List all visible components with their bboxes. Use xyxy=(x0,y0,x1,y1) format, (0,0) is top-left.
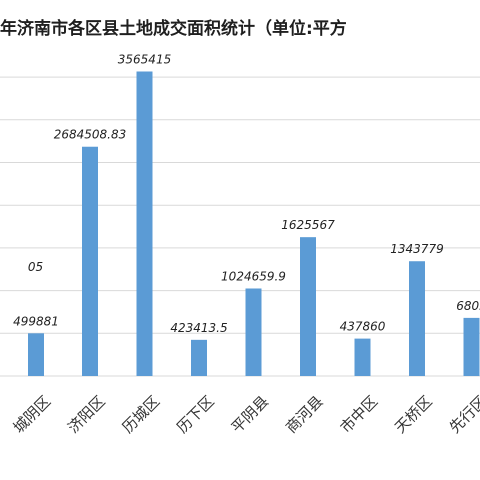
category-label: 历下区 xyxy=(173,392,218,437)
bar xyxy=(191,339,207,376)
category-label: 商河县 xyxy=(282,392,327,437)
category-label: 历城区 xyxy=(119,392,164,437)
bar xyxy=(300,237,316,376)
bar xyxy=(354,338,371,376)
category-label: 先行区 xyxy=(446,392,480,437)
data-label: 6805 xyxy=(456,299,480,313)
data-label: 499881 xyxy=(13,314,59,328)
category-label: 城阴区 xyxy=(10,392,55,437)
data-label: 437860 xyxy=(340,320,386,334)
data-label: 2684508.83 xyxy=(54,128,127,142)
chart-title: 年济南市各区县土地成交面积统计（单位:平方 xyxy=(0,18,347,39)
gridlines xyxy=(0,76,480,377)
bar xyxy=(136,71,153,376)
data-label: 05 xyxy=(28,260,43,274)
bar xyxy=(82,146,98,376)
data-label: 3565415 xyxy=(118,52,171,66)
category-label: 济阳区 xyxy=(64,392,109,437)
category-labels: 城阴区 济阳区 历城区 历下区 平阴县 商河县 市中区 天桥区 先行区 xyxy=(10,392,480,437)
data-label: 1625567 xyxy=(281,218,335,232)
category-label: 市中区 xyxy=(337,392,382,437)
bar xyxy=(409,261,425,376)
data-label: 1343779 xyxy=(390,242,443,256)
bars xyxy=(28,71,480,376)
category-label: 平阴县 xyxy=(228,392,273,437)
bar xyxy=(28,333,44,376)
category-label: 天桥区 xyxy=(391,392,436,437)
data-labels: 05 2684508.83 3565415 423413.5 1024659.9 1625… xyxy=(13,52,480,334)
bar xyxy=(463,317,480,376)
data-label: 1024659.9 xyxy=(221,269,286,283)
bar xyxy=(245,288,262,376)
data-label: 423413.5 xyxy=(170,321,227,335)
